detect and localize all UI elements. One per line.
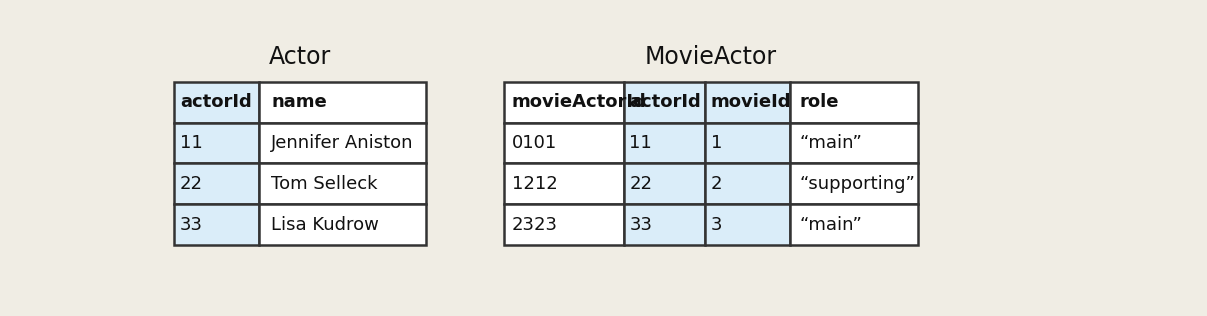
Bar — [503, 123, 624, 163]
Bar — [705, 204, 791, 245]
Text: Jennifer Aniston: Jennifer Aniston — [272, 134, 414, 152]
Bar — [503, 163, 624, 204]
Text: movieActorId: movieActorId — [512, 93, 647, 111]
Bar — [503, 82, 624, 123]
Bar — [174, 204, 260, 245]
Text: 22: 22 — [629, 175, 652, 193]
Text: “main”: “main” — [799, 216, 862, 234]
Text: 0101: 0101 — [512, 134, 558, 152]
Text: role: role — [799, 93, 839, 111]
Text: 11: 11 — [180, 134, 203, 152]
Text: name: name — [272, 93, 327, 111]
Bar — [705, 123, 791, 163]
Text: 11: 11 — [629, 134, 652, 152]
Bar — [174, 123, 260, 163]
Bar — [624, 123, 705, 163]
Bar — [624, 163, 705, 204]
Text: Tom Selleck: Tom Selleck — [272, 175, 378, 193]
Bar — [260, 82, 426, 123]
Text: “main”: “main” — [799, 134, 862, 152]
Bar — [791, 123, 919, 163]
Text: movieId: movieId — [711, 93, 792, 111]
Bar — [705, 82, 791, 123]
Bar — [705, 163, 791, 204]
Bar — [260, 204, 426, 245]
Bar — [260, 163, 426, 204]
Text: Actor: Actor — [269, 46, 331, 70]
Text: 33: 33 — [180, 216, 203, 234]
Text: 2: 2 — [711, 175, 723, 193]
Bar — [260, 123, 426, 163]
Bar — [791, 204, 919, 245]
Text: 2323: 2323 — [512, 216, 558, 234]
Bar — [791, 163, 919, 204]
Text: 3: 3 — [711, 216, 723, 234]
Text: “supporting”: “supporting” — [799, 175, 915, 193]
Bar — [174, 163, 260, 204]
Bar — [624, 82, 705, 123]
Bar — [174, 82, 260, 123]
Text: 1: 1 — [711, 134, 722, 152]
Text: actorId: actorId — [180, 93, 252, 111]
Bar — [624, 204, 705, 245]
Text: 1212: 1212 — [512, 175, 558, 193]
Bar — [791, 82, 919, 123]
Text: actorId: actorId — [629, 93, 701, 111]
Text: 33: 33 — [629, 216, 652, 234]
Text: MovieActor: MovieActor — [645, 46, 777, 70]
Bar — [503, 204, 624, 245]
Text: Lisa Kudrow: Lisa Kudrow — [272, 216, 379, 234]
Text: 22: 22 — [180, 175, 203, 193]
